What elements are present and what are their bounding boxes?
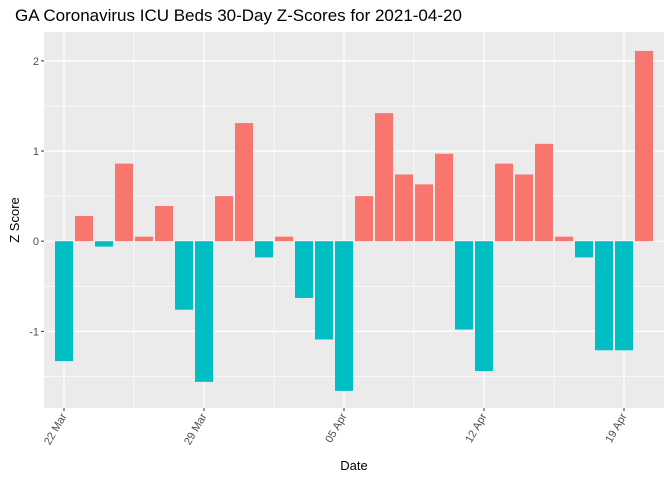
y-tick-label: 2 [33, 56, 39, 68]
x-tick-label: 22 Mar [42, 411, 70, 447]
bar [615, 241, 633, 351]
bar [455, 241, 473, 330]
bar [75, 215, 93, 242]
y-tick-label: 1 [33, 146, 39, 158]
bar [215, 196, 233, 242]
bar [295, 241, 313, 298]
bars [55, 50, 653, 391]
bar [555, 236, 573, 242]
x-axis: 22 Mar 29 Mar 05 Apr 12 Apr 19 Apr [42, 408, 630, 447]
bar [575, 241, 593, 258]
bar [95, 241, 113, 247]
plot-panel [44, 32, 664, 408]
bar [415, 184, 433, 242]
bar [395, 174, 413, 242]
x-axis-title: Date [340, 458, 367, 473]
bar [475, 241, 493, 372]
bar [135, 236, 153, 242]
bar [235, 123, 253, 242]
bar [255, 241, 273, 258]
bar [355, 196, 373, 242]
bar [195, 241, 213, 382]
bar [435, 153, 453, 242]
bar [155, 206, 173, 242]
bar [315, 241, 333, 340]
bar [595, 241, 613, 351]
bar [495, 163, 513, 242]
x-tick-label: 12 Apr [463, 411, 489, 445]
bar [635, 50, 653, 242]
y-tick-label: -1 [29, 326, 39, 338]
x-tick-label: 19 Apr [603, 411, 629, 445]
bar [335, 241, 353, 391]
y-axis-title: Z Score [7, 197, 22, 243]
bar [115, 163, 133, 242]
bar [275, 236, 293, 242]
bar [55, 241, 73, 362]
bar [535, 143, 553, 242]
bar [375, 113, 393, 242]
minor-gridlines [44, 32, 664, 408]
bar [175, 241, 193, 310]
x-tick-label: 29 Mar [182, 411, 210, 447]
chart-title: GA Coronavirus ICU Beds 30-Day Z-Scores … [15, 6, 462, 25]
y-axis: -1 0 1 2 [29, 56, 44, 338]
bar [515, 174, 533, 242]
y-tick-label: 0 [33, 236, 39, 248]
x-tick-label: 05 Apr [323, 411, 349, 445]
